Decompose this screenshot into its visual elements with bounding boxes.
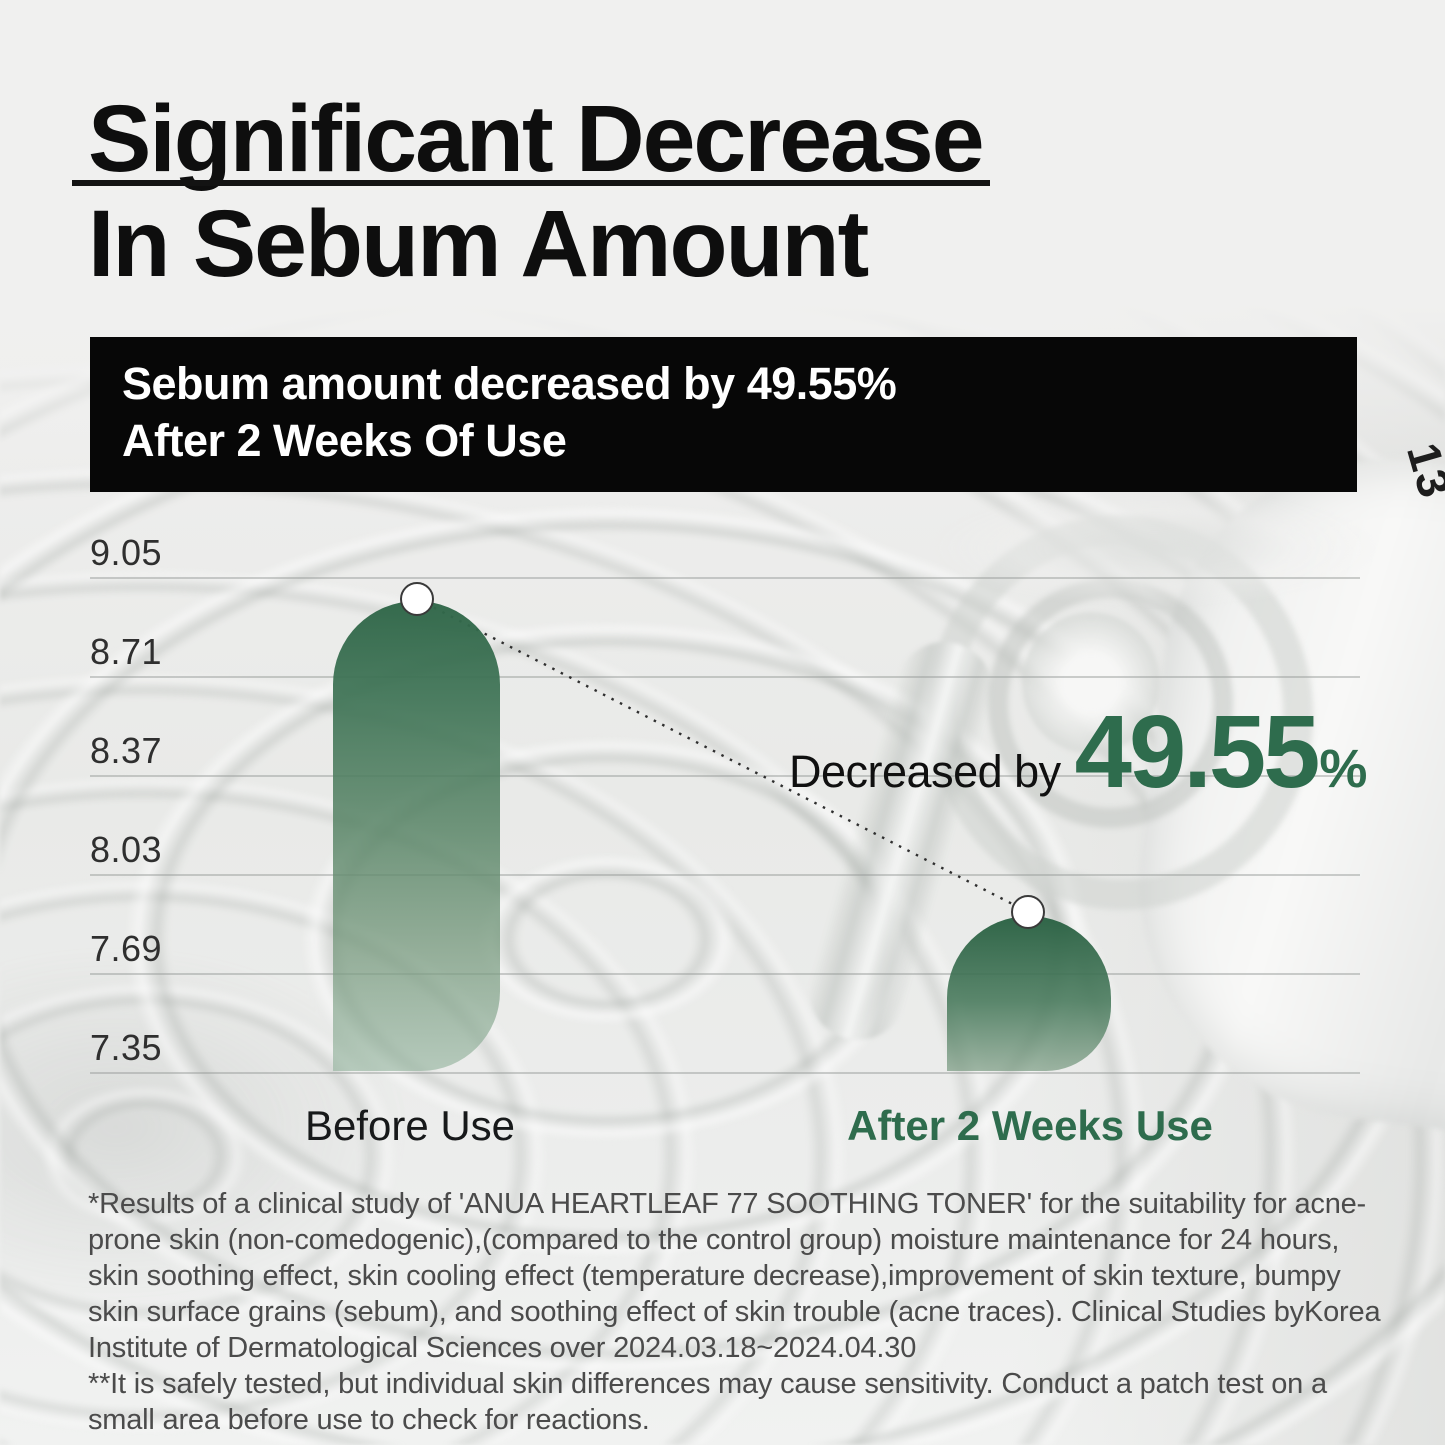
y-tick-label: 8.03 <box>90 829 163 870</box>
category-label-before-use: Before Use <box>304 1102 516 1149</box>
y-tick-label: 7.35 <box>90 1027 163 1068</box>
decrease-annotation: Decreased by 49.55 % <box>789 693 1367 811</box>
gridline-8.03 <box>90 874 1360 876</box>
headline-banner: Sebum amount decreased by 49.55% After 2… <box>90 337 1357 492</box>
footnote-patch-test: **It is safely tested, but individual sk… <box>88 1368 1327 1436</box>
gridline-9.05 <box>90 577 1360 579</box>
page-title-line2: In Sebum Amount <box>88 191 869 297</box>
y-tick-label: 7.69 <box>90 928 163 969</box>
bar-before-use <box>333 601 500 1071</box>
banner-line1: Sebum amount decreased by 49.55% <box>122 358 897 409</box>
page-title-line1: Significant Decrease <box>88 86 985 192</box>
y-tick-label: 9.05 <box>90 532 163 573</box>
gridline-7.69 <box>90 973 1360 975</box>
annotation-value: 49.55 <box>1074 694 1321 809</box>
data-point-after <box>1011 895 1045 929</box>
category-label-after-2-weeks: After 2 Weeks Use <box>847 1102 1213 1149</box>
gridline-8.37 <box>90 775 1360 777</box>
annotation-prefix: Decreased by <box>789 746 1061 797</box>
banner-line2: After 2 Weeks Of Use <box>122 415 567 466</box>
gridline-7.35 <box>90 1072 1360 1074</box>
title-underline <box>72 180 990 186</box>
data-point-before <box>400 582 434 616</box>
bar-after-2-weeks <box>947 916 1111 1071</box>
footnote-clinical-study: *Results of a clinical study of 'ANUA HE… <box>88 1188 1381 1364</box>
gridline-8.71 <box>90 676 1360 678</box>
footnotes: *Results of a clinical study of 'ANUA HE… <box>88 1186 1388 1438</box>
annotation-percent-sign: % <box>1319 739 1368 799</box>
y-tick-label: 8.37 <box>90 730 163 771</box>
y-tick-label: 8.71 <box>90 631 163 672</box>
